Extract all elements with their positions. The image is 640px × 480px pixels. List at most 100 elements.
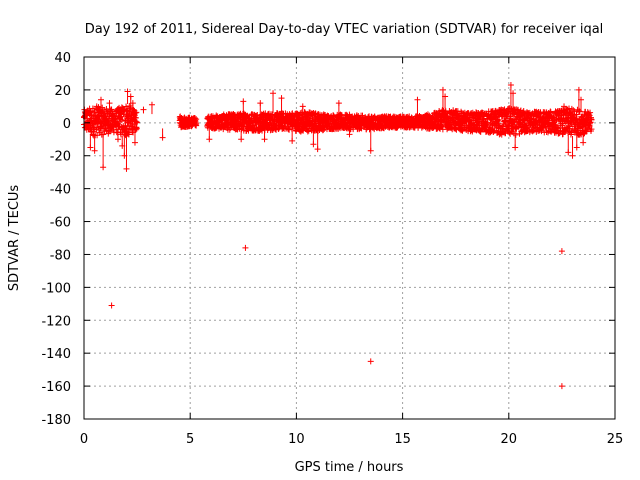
data-point	[588, 116, 595, 123]
data-point	[588, 126, 595, 133]
outlier-point	[140, 106, 147, 113]
data-point	[193, 122, 200, 129]
outlier-point	[289, 137, 296, 144]
outlier-point	[124, 88, 131, 95]
y-axis: 40 20 0 -20 -40 -60 -80 -100 -120 -140 -160 -180	[41, 51, 615, 428]
outlier-point	[123, 165, 130, 172]
outlier-point	[442, 93, 449, 100]
data-point	[133, 125, 140, 132]
data-point	[254, 112, 261, 119]
data-point	[585, 111, 592, 118]
x-axis: 0 5 10 15 20 25	[80, 57, 623, 447]
y-tick-label: 20	[54, 84, 71, 99]
outlier-point	[558, 383, 565, 390]
outlier-point	[127, 93, 134, 100]
data-point	[529, 128, 536, 135]
outlier-point	[129, 100, 136, 107]
y-tick-label: -120	[41, 314, 71, 329]
outlier-point	[414, 96, 421, 103]
data-point	[526, 129, 533, 136]
y-tick-label: 0	[63, 117, 71, 132]
data-point	[547, 109, 554, 116]
outlier-point	[346, 131, 353, 138]
outlier-point	[569, 152, 576, 159]
outlier-point	[367, 358, 374, 365]
outlier-point	[510, 90, 517, 97]
data-point	[118, 116, 125, 123]
outlier-point	[242, 244, 249, 251]
outlier-point	[439, 86, 446, 93]
data-point	[125, 131, 132, 138]
outlier-point	[565, 149, 572, 156]
plot-frame	[83, 56, 616, 420]
x-tick-label: 5	[186, 432, 194, 447]
x-tick-label: 20	[501, 432, 518, 447]
outlier-point	[148, 101, 155, 108]
outlier-point	[131, 139, 138, 146]
x-tick-label: 10	[288, 432, 305, 447]
y-tick-label: -180	[41, 413, 71, 428]
x-tick-label: 15	[394, 432, 411, 447]
outlier-point	[206, 136, 213, 143]
outlier-point	[87, 144, 94, 151]
data-point	[304, 128, 311, 135]
data-point	[132, 114, 139, 121]
outlier-point	[507, 81, 514, 88]
outlier-point	[512, 144, 519, 151]
x-tick-label: 25	[607, 432, 624, 447]
data-point	[108, 106, 115, 113]
outlier-point	[299, 103, 306, 110]
data-point	[587, 109, 594, 116]
data-point	[133, 109, 140, 116]
outlier-point	[367, 147, 374, 154]
outlier-point	[97, 96, 104, 103]
chart-title: Day 192 of 2011, Sidereal Day-to-day VTE…	[85, 22, 604, 37]
data-point	[286, 126, 293, 133]
data-point	[133, 119, 140, 126]
outlier-point	[270, 90, 277, 97]
y-tick-label: -40	[50, 183, 71, 198]
data-point	[504, 109, 511, 116]
data-point	[454, 108, 461, 115]
outlier-point	[93, 103, 100, 110]
outlier-point	[561, 103, 568, 110]
data-point	[576, 108, 583, 115]
y-tick-label: -100	[41, 281, 71, 296]
outlier-point	[108, 302, 115, 309]
outlier-point	[278, 95, 285, 102]
data-point	[124, 130, 131, 137]
y-tick-label: -20	[50, 150, 71, 165]
outlier-point	[558, 248, 565, 255]
data-point	[512, 131, 519, 138]
outlier-point	[580, 139, 587, 146]
x-tick-label: 0	[80, 432, 88, 447]
outlier-point	[310, 141, 317, 148]
outlier-point	[106, 100, 113, 107]
y-axis-label: SDTVAR / TECUs	[7, 185, 22, 292]
y-tick-label: 40	[54, 51, 71, 66]
outlier-point	[240, 98, 247, 105]
data-point	[484, 121, 491, 128]
x-axis-label: GPS time / hours	[295, 460, 404, 475]
data-point	[477, 128, 484, 135]
outlier-point	[100, 164, 107, 171]
data-point	[99, 108, 106, 115]
data-series	[81, 81, 595, 390]
outlier-point	[257, 100, 264, 107]
data-point	[495, 122, 502, 129]
outlier-point	[578, 96, 585, 103]
y-tick-label: -80	[50, 248, 71, 263]
outlier-point	[114, 136, 121, 143]
y-tick-label: -60	[50, 216, 71, 231]
outlier-point	[238, 136, 245, 143]
outlier-point	[575, 86, 582, 93]
outlier-point	[159, 134, 166, 141]
y-tick-label: -160	[41, 380, 71, 395]
outlier-point	[314, 146, 321, 153]
y-tick-label: -140	[41, 347, 71, 362]
outlier-point	[261, 136, 268, 143]
outlier-point	[91, 147, 98, 154]
outlier-point	[573, 144, 580, 151]
outlier-point	[335, 100, 342, 107]
